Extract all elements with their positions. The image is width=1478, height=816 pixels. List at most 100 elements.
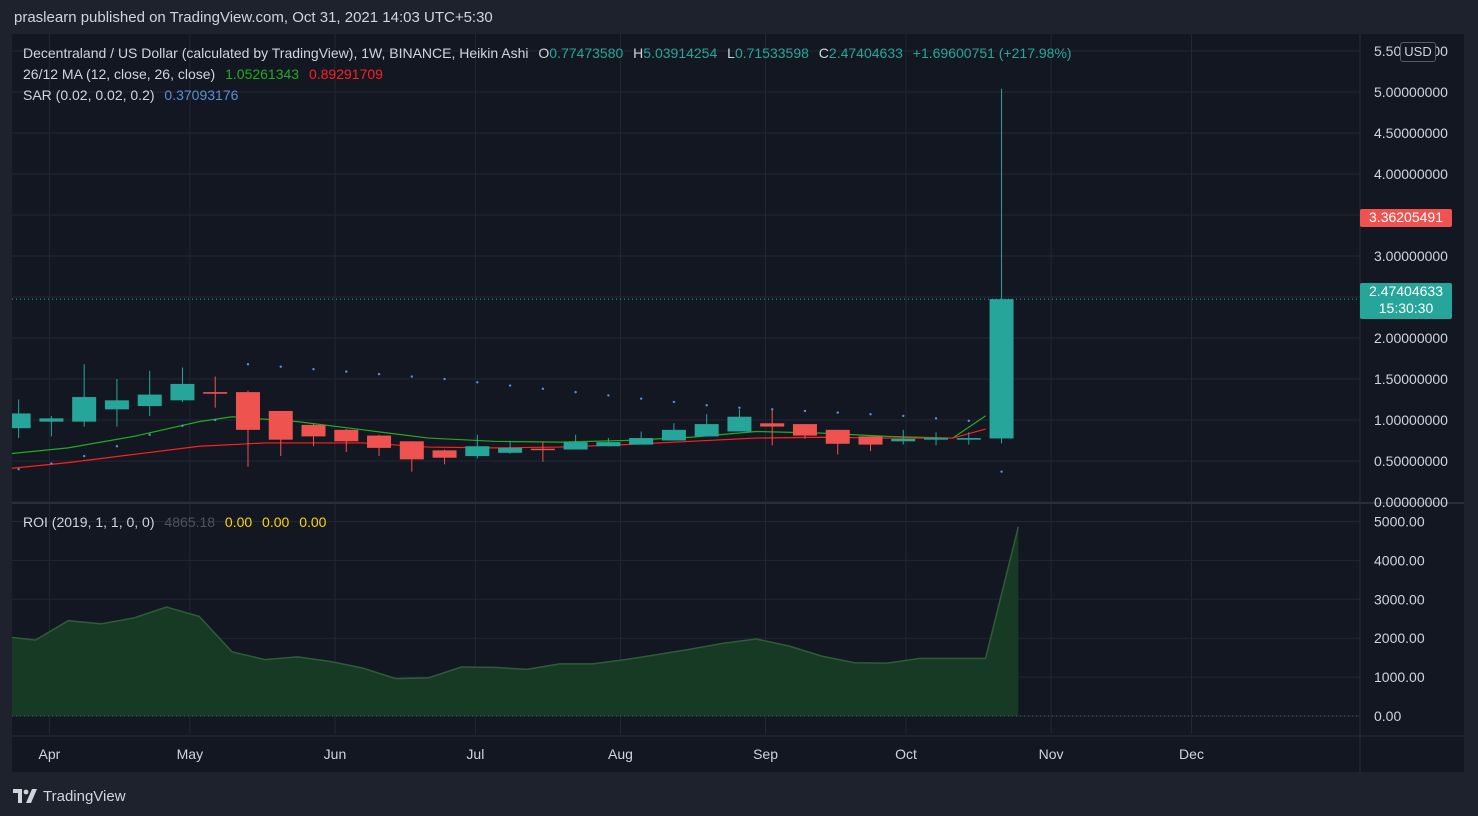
- price-axis-tick-label: 4.50000000: [1374, 125, 1448, 141]
- sar-dot[interactable]: [803, 409, 807, 413]
- sar-dot[interactable]: [934, 417, 938, 420]
- sar-dot[interactable]: [115, 445, 119, 448]
- candle-body[interactable]: [530, 448, 555, 451]
- candle-body[interactable]: [989, 299, 1014, 439]
- candle-body[interactable]: [956, 438, 981, 440]
- sar-dot[interactable]: [771, 408, 774, 411]
- sar-legend[interactable]: SAR (0.02, 0.02, 0.2) 0.37093176: [23, 86, 244, 104]
- candle-body[interactable]: [367, 435, 392, 448]
- candle-body[interactable]: [792, 424, 817, 436]
- marker-price-badge: 3.36205491: [1360, 209, 1452, 227]
- sar-dot[interactable]: [410, 375, 414, 378]
- candle-body[interactable]: [235, 392, 260, 430]
- sar-dot[interactable]: [443, 377, 446, 381]
- main-title: Decentraland / US Dollar (calculated by …: [23, 45, 529, 61]
- sar-dot[interactable]: [279, 365, 282, 368]
- time-axis-tick-label: Jun: [324, 746, 347, 762]
- chart-frame[interactable]: 5.500000005.000000004.500000004.00000000…: [12, 34, 1464, 772]
- sar-dot[interactable]: [902, 414, 905, 418]
- ma-legend[interactable]: 26/12 MA (12, close, 26, close) 1.052613…: [23, 65, 389, 83]
- low-label: L: [727, 45, 735, 61]
- price-axis-tick-label: 2.00000000: [1374, 330, 1448, 346]
- time-axis-tick-label: Aug: [608, 746, 633, 762]
- sar-dot[interactable]: [869, 413, 872, 416]
- candle-body[interactable]: [432, 450, 457, 458]
- candle-body[interactable]: [694, 424, 719, 437]
- candle-body[interactable]: [563, 442, 588, 450]
- sar-dot[interactable]: [672, 400, 676, 404]
- ma-label: 26/12 MA (12, close, 26, close): [23, 66, 216, 82]
- price-axis-tick-label: 0.00000000: [1374, 494, 1448, 510]
- close-label: C: [818, 45, 829, 61]
- roi-axis-tick-label: 2000.00: [1374, 630, 1425, 646]
- sar-dot[interactable]: [214, 418, 217, 422]
- sar-dot[interactable]: [508, 384, 512, 387]
- candle-body[interactable]: [39, 418, 64, 422]
- candle-body[interactable]: [760, 423, 785, 427]
- candle-body[interactable]: [72, 397, 97, 422]
- candle-body[interactable]: [891, 438, 916, 442]
- candle-body[interactable]: [825, 429, 850, 444]
- sar-value: 0.37093176: [164, 87, 239, 103]
- candle-body[interactable]: [858, 436, 883, 445]
- sar-dot[interactable]: [377, 372, 381, 376]
- candle-body[interactable]: [727, 416, 752, 432]
- tradingview-logo[interactable]: TradingView: [13, 786, 126, 806]
- sar-dot[interactable]: [738, 406, 741, 409]
- last-price-badge: 2.47404633 15:30:30: [1360, 283, 1452, 319]
- time-axis-tick-label: Apr: [39, 746, 61, 762]
- candle-body[interactable]: [334, 429, 359, 442]
- ma-slow-line[interactable]: [12, 428, 986, 469]
- roi-legend[interactable]: ROI (2019, 1, 1, 0, 0) 4865.18 0.00 0.00…: [23, 513, 332, 531]
- sar-dot[interactable]: [836, 411, 839, 414]
- sar-dot[interactable]: [50, 462, 53, 465]
- currency-button[interactable]: USD: [1400, 42, 1436, 62]
- price-axis-tick-label: 3.00000000: [1374, 248, 1448, 264]
- sar-dot[interactable]: [607, 394, 610, 397]
- candle-body[interactable]: [629, 438, 654, 445]
- roi-line[interactable]: [12, 526, 1020, 680]
- sar-dot[interactable]: [312, 367, 315, 371]
- sar-dot[interactable]: [574, 390, 577, 394]
- candle-body[interactable]: [465, 446, 490, 457]
- main-legend: Decentraland / US Dollar (calculated by …: [23, 44, 1078, 62]
- sar-dot[interactable]: [82, 454, 86, 458]
- sar-dot[interactable]: [17, 468, 20, 471]
- close-value: 2.47404633: [828, 45, 903, 61]
- candle-body[interactable]: [661, 429, 686, 441]
- candle-body[interactable]: [596, 442, 621, 447]
- sar-dot[interactable]: [476, 381, 479, 384]
- sar-dot[interactable]: [639, 397, 643, 400]
- roi-axis-tick-label: 4000.00: [1374, 552, 1425, 568]
- candle-body[interactable]: [104, 400, 129, 410]
- candle-body[interactable]: [498, 447, 523, 453]
- low-value: 0.71533598: [734, 45, 809, 61]
- change-value: +1.69600751 (+217.98%): [912, 45, 1072, 61]
- marker-price: 3.36205491: [1369, 209, 1443, 225]
- high-value: 5.03914254: [643, 45, 718, 61]
- roi-zero-3: 0.00: [299, 514, 327, 530]
- sar-dot[interactable]: [246, 363, 250, 366]
- ma-fast-value: 1.05261343: [225, 66, 300, 82]
- candle-body[interactable]: [924, 438, 949, 440]
- sar-dot[interactable]: [345, 370, 348, 373]
- time-axis-tick-label: May: [177, 746, 203, 762]
- chart-canvas[interactable]: 5.500000005.000000004.500000004.00000000…: [12, 34, 1464, 772]
- time-axis-tick-label: Oct: [895, 746, 917, 762]
- sar-dot[interactable]: [181, 424, 184, 427]
- sar-dot[interactable]: [541, 387, 545, 391]
- roi-area[interactable]: [12, 526, 1019, 716]
- sar-dot[interactable]: [705, 404, 708, 407]
- sar-dot[interactable]: [148, 433, 151, 436]
- candle-body[interactable]: [301, 424, 326, 437]
- candle-body[interactable]: [12, 413, 31, 429]
- sar-dot[interactable]: [1000, 470, 1003, 473]
- price-axis-tick-label: 5.00000000: [1374, 84, 1448, 100]
- sar-dot[interactable]: [967, 419, 970, 423]
- candle-body[interactable]: [268, 410, 293, 440]
- candle-body[interactable]: [203, 392, 228, 394]
- candle-body[interactable]: [170, 383, 195, 401]
- publisher-line: praslearn published on TradingView.com, …: [14, 9, 493, 26]
- candle-body[interactable]: [399, 441, 424, 460]
- candle-body[interactable]: [137, 394, 162, 407]
